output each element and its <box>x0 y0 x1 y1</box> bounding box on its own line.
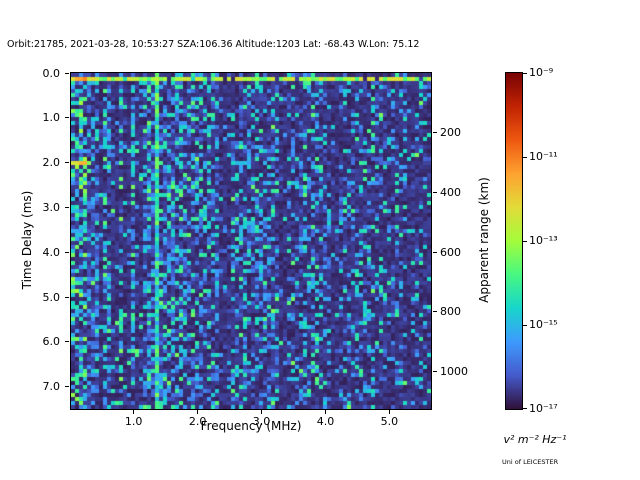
x-tick-label: 1.0 <box>124 415 143 428</box>
y-tick-mark <box>65 206 69 208</box>
right-tick-label: 600 <box>440 245 461 259</box>
y-tick-mark <box>65 341 69 343</box>
y-tick-label: 3.0 <box>42 200 61 214</box>
right-tick-label: 1000 <box>440 365 468 379</box>
colorbar-tick-label: 10⁻⁹ <box>529 66 554 79</box>
plot-area <box>70 72 432 410</box>
x-tick-label: 4.0 <box>316 415 335 428</box>
x-tick-mark <box>261 410 263 414</box>
right-tick-label: 400 <box>440 185 461 199</box>
y-tick-label: 7.0 <box>42 380 61 394</box>
y-tick-label: 1.0 <box>42 111 61 125</box>
figure-title: Orbit:21785, 2021-03-28, 10:53:27 SZA:10… <box>7 39 420 50</box>
colorbar-tick-label: 10⁻¹⁵ <box>529 318 558 331</box>
y-tick-mark <box>65 72 69 74</box>
right-tick-label: 200 <box>440 126 461 140</box>
y-tick-mark <box>65 386 69 388</box>
right-tick-mark <box>433 251 437 253</box>
y-tick-mark <box>65 162 69 164</box>
right-tick-label: 800 <box>440 305 461 319</box>
x-tick-label: 2.0 <box>188 415 207 428</box>
x-tick-label: 3.0 <box>252 415 271 428</box>
y-tick-mark <box>65 117 69 119</box>
y-tick-mark <box>65 296 69 298</box>
x-tick-label: 5.0 <box>380 415 399 428</box>
x-tick-mark <box>197 410 199 414</box>
right-tick-mark <box>433 311 437 313</box>
y-tick-label: 4.0 <box>42 245 61 259</box>
y-tick-label: 0.0 <box>42 66 61 80</box>
x-axis-label: Frequency (MHz) <box>200 419 302 433</box>
colorbar-tick-mark <box>523 156 527 158</box>
y-tick-label: 5.0 <box>42 290 61 304</box>
x-tick-mark <box>133 410 135 414</box>
colorbar-canvas <box>506 73 522 409</box>
colorbar <box>505 72 523 410</box>
colorbar-tick-mark <box>523 324 527 326</box>
right-tick-mark <box>433 132 437 134</box>
right-tick-mark <box>433 191 437 193</box>
spectrogram-canvas <box>71 73 431 409</box>
colorbar-tick-mark <box>523 72 527 74</box>
right-tick-mark <box>433 371 437 373</box>
y-tick-label: 2.0 <box>42 156 61 170</box>
x-tick-mark <box>388 410 390 414</box>
colorbar-tick-label: 10⁻¹⁷ <box>529 402 558 415</box>
credit-text: Uni of LEICESTER <box>502 458 559 466</box>
colorbar-tick-mark <box>523 407 527 409</box>
colorbar-unit-label: v² m⁻² Hz⁻¹ <box>503 433 567 446</box>
colorbar-tick-label: 10⁻¹³ <box>529 234 558 247</box>
x-tick-mark <box>324 410 326 414</box>
y-tick-label: 6.0 <box>42 335 61 349</box>
colorbar-tick-mark <box>523 240 527 242</box>
colorbar-tick-label: 10⁻¹¹ <box>529 150 558 163</box>
y-tick-mark <box>65 251 69 253</box>
right-axis-label: Apparent range (km) <box>477 177 491 303</box>
